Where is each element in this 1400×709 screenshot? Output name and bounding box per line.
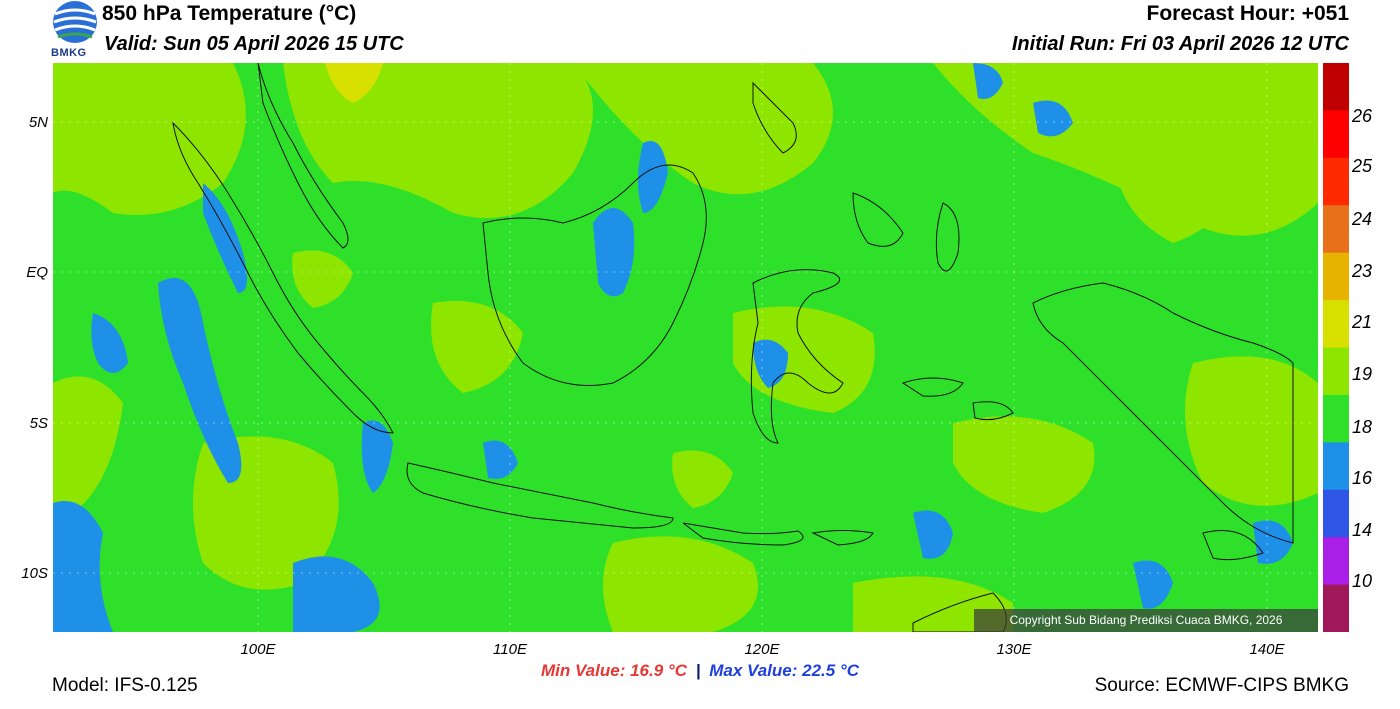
colorbar — [1323, 63, 1349, 633]
min-max-separator: | — [695, 661, 701, 680]
min-max-summary: Min Value: 16.9 °C | Max Value: 22.5 °C — [0, 661, 1400, 681]
lon-label-130e: 130E — [996, 641, 1032, 658]
colorbar-swatch — [1323, 205, 1349, 254]
colorbar-label-10: 10 — [1352, 571, 1373, 591]
max-value: Max Value: 22.5 °C — [709, 661, 860, 680]
lat-label-5n: 5N — [28, 114, 48, 131]
logo-text: BMKG — [51, 47, 87, 59]
colorbar-swatch — [1323, 442, 1349, 491]
coastlines — [172, 62, 1294, 633]
warmest-area — [325, 63, 383, 103]
colorbar-swatch — [1323, 300, 1349, 348]
grid-lines — [53, 63, 1318, 632]
initial-run: Initial Run: Fri 03 April 2026 12 UTC — [1011, 33, 1349, 55]
lon-label-120e: 120E — [744, 641, 780, 658]
forecast-hour: Forecast Hour: +051 — [1146, 2, 1350, 25]
lon-label-110e: 110E — [493, 641, 527, 658]
map-canvas — [53, 62, 1318, 633]
model-label: Model: IFS-0.125 — [52, 675, 198, 696]
colorbar-swatch — [1323, 157, 1349, 206]
cool-areas — [53, 63, 1293, 632]
chart-title: 850 hPa Temperature (°C) — [102, 2, 357, 25]
colorbar-swatch — [1323, 489, 1349, 538]
colorbar-swatch — [1323, 63, 1349, 111]
colorbar-label-14: 14 — [1352, 520, 1373, 540]
colorbar-swatch — [1323, 110, 1349, 159]
min-value: Min Value: 16.9 °C — [540, 661, 687, 680]
lat-label-eq: EQ — [26, 264, 48, 281]
colorbar-label-19: 19 — [1352, 364, 1373, 384]
colorbar-swatch — [1323, 584, 1349, 633]
colorbar-label-21: 21 — [1352, 312, 1373, 332]
colorbar-label-16: 16 — [1352, 468, 1373, 488]
bmkg-logo — [50, 0, 100, 60]
lat-label-5s: 5S — [29, 415, 48, 432]
lat-label-10s: 10S — [21, 565, 48, 582]
colorbar-swatch — [1323, 252, 1349, 301]
temperature-map — [53, 62, 1318, 633]
colorbar-swatch — [1323, 394, 1349, 443]
colorbar-swatch — [1323, 347, 1349, 396]
colorbar-label-24: 24 — [1352, 209, 1373, 229]
warm-areas — [53, 63, 1318, 632]
source-label: Source: ECMWF-CIPS BMKG — [1094, 675, 1349, 696]
colorbar-label-23: 23 — [1352, 261, 1373, 281]
valid-time: Valid: Sun 05 April 2026 15 UTC — [104, 33, 404, 55]
colorbar-swatches — [1323, 63, 1349, 633]
colorbar-swatch — [1323, 537, 1349, 586]
lon-label-140e: 140E — [1249, 641, 1285, 658]
colorbar-label-18: 18 — [1352, 417, 1373, 437]
lon-label-100e: 100E — [240, 641, 276, 658]
copyright-notice: Copyright Sub Bidang Prediksi Cuaca BMKG… — [974, 609, 1318, 632]
colorbar-label-25: 25 — [1352, 156, 1373, 176]
colorbar-label-26: 26 — [1352, 106, 1373, 126]
